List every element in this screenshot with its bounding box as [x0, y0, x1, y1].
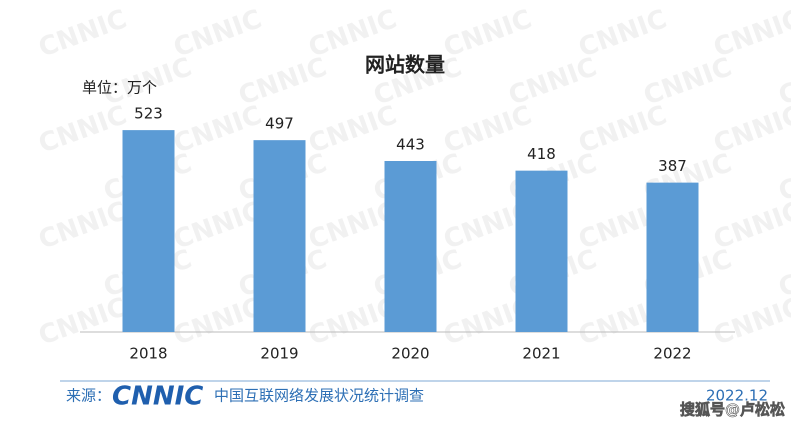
value-label: 443 — [396, 136, 425, 154]
bar — [515, 170, 568, 332]
background-watermark: CNNIC — [170, 292, 266, 351]
survey-name: 中国互联网络发展状况统计调查 — [214, 387, 424, 405]
unit-label: 单位：万个 — [82, 79, 157, 97]
bar — [253, 140, 306, 332]
logo: CNNIC — [112, 382, 203, 412]
value-label: 387 — [658, 157, 687, 175]
background-watermark: CNNIC — [35, 292, 131, 351]
value-label: 523 — [134, 105, 163, 123]
value-label: 497 — [265, 115, 294, 133]
chart-title: 网站数量 — [365, 53, 445, 77]
bar — [122, 130, 175, 332]
date: 2022.12 — [706, 387, 768, 405]
x-tick-label: 2021 — [522, 345, 560, 363]
x-tick-label: 2020 — [391, 345, 429, 363]
corner-watermark: 搜狐号@卢松松 — [680, 401, 785, 419]
x-tick-label: 2018 — [129, 345, 167, 363]
background-watermark: CNNIC — [35, 4, 131, 63]
bar — [384, 161, 437, 332]
x-tick-label: 2022 — [653, 345, 691, 363]
background-watermark: CNNIC — [35, 100, 131, 159]
value-label: 418 — [527, 145, 556, 163]
source-label: 来源： — [66, 387, 111, 405]
background-watermark: CNNIC — [710, 292, 791, 351]
bar — [646, 182, 699, 332]
background-watermark: CNNIC — [35, 196, 131, 255]
x-tick-label: 2019 — [260, 345, 298, 363]
